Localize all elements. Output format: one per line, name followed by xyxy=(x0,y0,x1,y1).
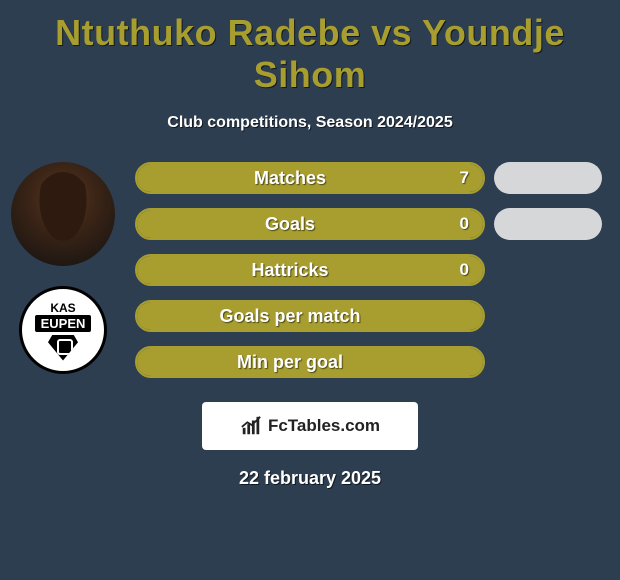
stat-bar-label: Min per goal xyxy=(137,348,483,376)
branding-text: FcTables.com xyxy=(268,416,380,436)
stat-bar-label: Goals xyxy=(137,210,483,238)
comparison-pill xyxy=(494,162,602,194)
left-column: KAS EUPEN xyxy=(8,162,118,374)
stat-bar-value: 7 xyxy=(460,164,469,192)
stat-bar-label: Hattricks xyxy=(137,256,483,284)
page-title: Ntuthuko Radebe vs Youndje Sihom xyxy=(0,0,620,96)
stat-bar: Matches7 xyxy=(135,162,485,194)
date-text: 22 february 2025 xyxy=(0,468,620,489)
right-column xyxy=(494,162,602,240)
stat-bar: Hattricks0 xyxy=(135,254,485,286)
stat-bar: Min per goal xyxy=(135,346,485,378)
stat-bar: Goals per match xyxy=(135,300,485,332)
comparison-container: KAS EUPEN Matches7Goals0Hattricks0Goals … xyxy=(0,162,620,378)
club-badge-shield-icon xyxy=(48,335,78,361)
club-badge-line1: KAS xyxy=(50,302,75,314)
stat-bar-value: 0 xyxy=(460,256,469,284)
subtitle: Club competitions, Season 2024/2025 xyxy=(0,114,620,132)
stat-bar-label: Goals per match xyxy=(137,302,483,330)
stat-bars: Matches7Goals0Hattricks0Goals per matchM… xyxy=(135,162,485,378)
branding-box: FcTables.com xyxy=(202,402,418,450)
player-avatar xyxy=(11,162,115,266)
stat-bar: Goals0 xyxy=(135,208,485,240)
club-badge-line2: EUPEN xyxy=(35,315,92,332)
comparison-pill xyxy=(494,208,602,240)
club-badge-eupen: KAS EUPEN xyxy=(19,286,107,374)
stat-bar-label: Matches xyxy=(137,164,483,192)
chart-icon xyxy=(240,415,262,437)
stat-bar-value: 0 xyxy=(460,210,469,238)
